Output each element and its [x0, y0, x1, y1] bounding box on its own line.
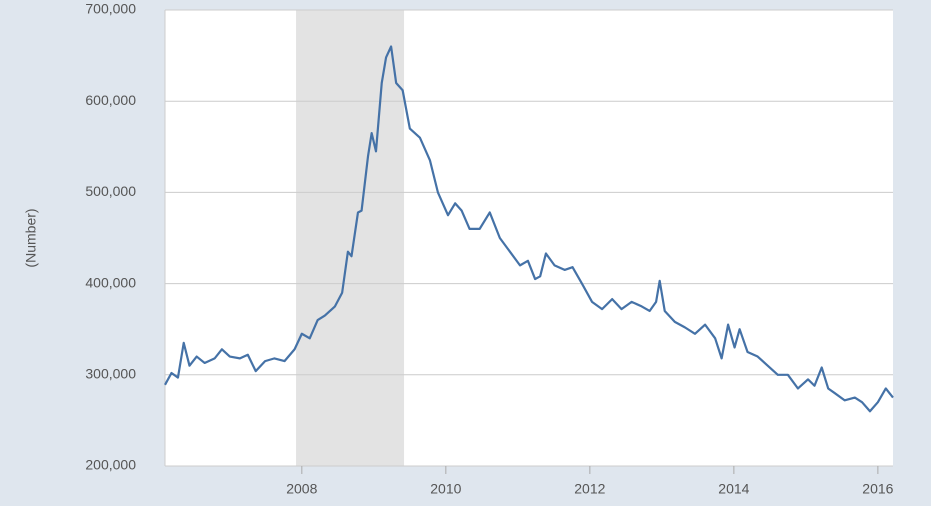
y-axis-label: (Number)	[23, 208, 39, 267]
y-tick-label: 200,000	[85, 457, 136, 473]
y-tick-label: 400,000	[85, 274, 136, 290]
x-tick-label: 2012	[574, 481, 605, 497]
x-tick-label: 2010	[430, 481, 461, 497]
y-tick-label: 600,000	[85, 92, 136, 108]
x-tick-label: 2014	[718, 481, 749, 497]
x-tick-label: 2016	[862, 481, 893, 497]
y-tick-label: 700,000	[85, 1, 136, 17]
data-line	[164, 45, 894, 413]
x-tick-label: 2008	[286, 481, 317, 497]
y-tick-label: 300,000	[85, 366, 136, 382]
plot-area	[165, 10, 893, 466]
recession-band	[296, 10, 405, 466]
y-tick-label: 500,000	[85, 183, 136, 199]
